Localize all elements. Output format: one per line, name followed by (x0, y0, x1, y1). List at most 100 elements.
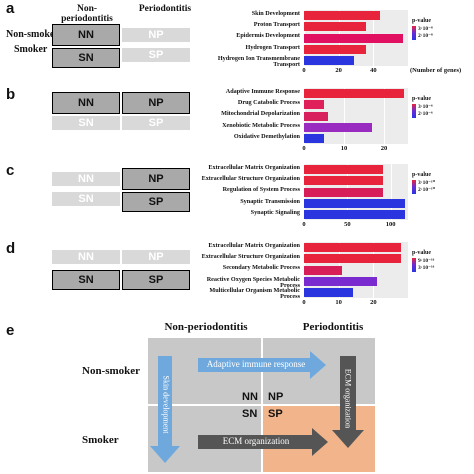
summary-diagram (148, 338, 375, 472)
bar (304, 198, 406, 208)
category-label: Skin Development (251, 10, 300, 17)
legend-label: 3·10⁻⁶ (418, 104, 433, 110)
cell-np: NP (122, 168, 190, 190)
row-label-non-smoker: Non-smoker (82, 365, 141, 377)
category-label: Hydrogen Transport (245, 43, 301, 51)
bar (304, 55, 355, 65)
x-tick-label: 0 (302, 299, 306, 306)
arrow-left-label: Skin development (161, 375, 171, 434)
bar (304, 265, 343, 275)
legend-label: 3·10⁻¹⁰ (418, 180, 436, 186)
panel-b: b NN NP SN SP 0 10 20 Adaptive Immune Response Dr… (0, 82, 474, 160)
category-label: Drug Catabolic Process (237, 99, 300, 107)
cell-np: NP (268, 391, 284, 403)
col-header-periodontitis: Periodontitis (138, 4, 192, 14)
x-tick-label: 10 (335, 299, 342, 306)
cell-sp: SP (122, 270, 190, 290)
category-label: Oxidative Demethylation (233, 132, 300, 140)
panel-label-d: d (6, 240, 16, 257)
legend-title: p-value (412, 18, 432, 24)
bar (304, 122, 372, 132)
x-tick-label: 50 (344, 221, 351, 228)
bar (304, 276, 377, 286)
arrow-bottom (198, 428, 328, 456)
cell-np: NP (122, 92, 190, 114)
bar (304, 243, 402, 253)
x-tick-label: 10 (340, 145, 348, 152)
panel-label-a: a (6, 0, 15, 17)
category-label: Synaptic Transmission (240, 197, 300, 205)
legend-title: p-value (412, 250, 432, 256)
cell-np: NP (122, 28, 190, 42)
legend-label: 2·10⁻⁸ (418, 33, 433, 39)
cell-sp: SP (122, 192, 190, 212)
arrow-top-label: Adaptive immune response (206, 359, 306, 369)
cell-sn: SN (52, 116, 120, 130)
panel-label-e: e (6, 322, 15, 339)
legend-colorbar (412, 104, 416, 118)
bar (304, 100, 324, 110)
x-tick-label: 0 (302, 221, 306, 228)
bar (304, 254, 402, 264)
arrow-top (198, 351, 326, 379)
category-label: Extracellular Structure Organization (201, 175, 300, 183)
category-label: Epidermis Development (236, 32, 300, 40)
row-label-non-smoker: Non-smoker (6, 29, 59, 40)
x-tick-label: 40 (370, 67, 377, 74)
cell-nn: NN (52, 92, 120, 114)
arrow-bottom-label: ECM organization (222, 436, 290, 446)
legend-colorbar (412, 26, 416, 40)
cell-sp: SP (268, 408, 283, 420)
panel-e-summary: e Non-periodontitis Periodontitis Non-sm… (0, 318, 474, 474)
cell-sn: SN (52, 270, 120, 290)
cell-nn: NN (52, 172, 120, 186)
bar (304, 165, 383, 175)
category-label: Extracellular Structure Organization (201, 253, 300, 261)
category-label: Multicellular Organism Metabolic Process (209, 286, 300, 301)
category-label: Adaptive Immune Response (225, 88, 300, 95)
row-label-smoker: Smoker (82, 434, 119, 446)
col-header-non-periodontitis: Non- periodontitis (61, 4, 113, 24)
category-label: Extracellular Matrix Organization (208, 164, 300, 171)
cell-sp: SP (122, 116, 190, 130)
x-axis-label: (Number of genes) (410, 67, 462, 74)
cell-sn: SN (52, 48, 120, 68)
gridline (373, 242, 375, 298)
bar (304, 89, 404, 99)
bar (304, 11, 381, 21)
x-tick-label: 0 (302, 67, 306, 74)
gridline (344, 88, 345, 144)
panel-d: d NN NP SN SP 0 10 20 Extracellular Matrix Organ… (0, 236, 474, 314)
cell-np: NP (122, 250, 190, 264)
panel-a: a Non- periodontitis Periodontitis Non-smok… (0, 0, 474, 78)
arrow-right (332, 356, 364, 448)
cell-sn: SN (52, 192, 120, 206)
category-label: Reactive Oxygen Species Metabolic Proces… (206, 275, 300, 290)
gridline (384, 88, 385, 144)
legend-colorbar (412, 180, 416, 194)
cell-nn: NN (242, 391, 258, 403)
legend-label: 2·10⁻⁶ (418, 111, 433, 117)
legend-colorbar (412, 258, 416, 272)
bar (304, 209, 406, 219)
legend-title: p-value (412, 172, 432, 178)
bar (304, 22, 367, 32)
bar (304, 33, 403, 43)
panel-label-b: b (6, 86, 16, 103)
legend-label: 3·10⁻⁸ (418, 26, 433, 32)
arrow-right-label: ECM organization (343, 368, 353, 429)
x-tick-label: 20 (380, 145, 388, 152)
bar (304, 176, 383, 186)
col-header-non-periodontitis: Non-periodontitis (164, 321, 248, 333)
x-tick-label: 20 (335, 67, 342, 74)
col-header-periodontitis: Periodontitis (302, 321, 364, 333)
bar (304, 133, 324, 143)
legend-label: 3·10⁻¹⁶ (418, 265, 435, 271)
bar (304, 287, 353, 297)
category-label: Regulation of System Process (222, 186, 300, 194)
row-label-smoker: Smoker (14, 44, 48, 55)
category-label: Proton Transport (253, 21, 300, 29)
bar (304, 44, 367, 54)
category-label: Secondary Metabolic Process (222, 264, 300, 272)
cell-sp: SP (122, 48, 190, 62)
